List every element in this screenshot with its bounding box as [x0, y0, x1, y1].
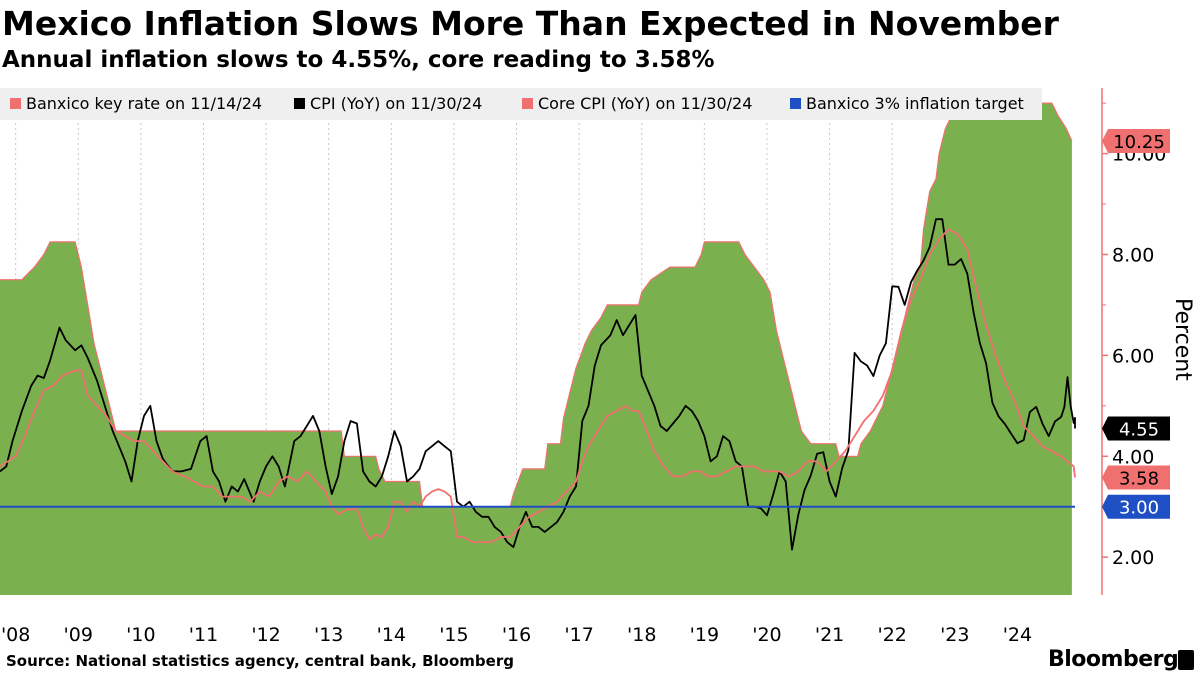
latest-tag-0 — [1102, 128, 1170, 153]
x-tick-label-2015: '15 — [439, 624, 468, 646]
series-line-cpi — [0, 218, 1076, 551]
chart-subtitle: Annual inflation slows to 4.55%, core re… — [2, 47, 715, 73]
legend: Banxico key rate on 11/14/24 CPI (YoY) on… — [0, 88, 1042, 120]
legend-label-2: Core CPI (YoY) on 11/30/24 — [538, 94, 752, 113]
x-tick-label-2017: '17 — [564, 624, 593, 646]
latest-value-labels: 10.25 4.55 3.58 3.00 — [1102, 128, 1170, 519]
x-tick-label-2012: '12 — [251, 624, 280, 646]
y-axis-label: Percent — [1170, 298, 1195, 381]
y-tick-label-2: 2.00 — [1112, 547, 1154, 569]
legend-swatch-1 — [294, 98, 305, 109]
x-tick-label-2023: '23 — [940, 624, 969, 646]
x-tick-label-2009: '09 — [64, 624, 93, 646]
latest-tag-3 — [1102, 494, 1170, 519]
latest-value-2: 3.58 — [1119, 468, 1159, 489]
x-tick-label-2010: '10 — [126, 624, 155, 646]
axes-layer: 2.004.006.008.0010.00Percent'08'09'10'11… — [1, 88, 1195, 646]
rate-area-layer — [0, 89, 1073, 595]
legend-label-1: CPI (YoY) on 11/30/24 — [310, 94, 482, 113]
latest-tag-1 — [1102, 416, 1170, 441]
x-tick-label-2018: '18 — [627, 624, 656, 646]
x-tick-label-2008: '08 — [1, 624, 30, 646]
x-tick-label-2011: '11 — [189, 624, 218, 646]
legend-label-0: Banxico key rate on 11/14/24 — [26, 94, 262, 113]
x-tick-label-2020: '20 — [752, 624, 781, 646]
latest-value-1: 4.55 — [1119, 420, 1159, 441]
y-tick-label-6: 6.00 — [1112, 345, 1154, 367]
x-tick-label-2021: '21 — [815, 624, 844, 646]
y-tick-label-8: 8.00 — [1112, 244, 1154, 266]
legend-swatch-3 — [790, 98, 801, 109]
legend-swatch-2 — [522, 98, 533, 109]
source-note: Source: National statistics agency, cent… — [6, 652, 514, 670]
bloomberg-mark-icon — [1178, 650, 1194, 670]
series-line-core-cpi — [0, 228, 1076, 543]
legend-background — [0, 88, 1042, 120]
x-tick-label-2019: '19 — [690, 624, 719, 646]
x-tick-label-2024: '24 — [1003, 624, 1032, 646]
legend-swatch-0 — [10, 98, 21, 109]
x-tick-label-2022: '22 — [877, 624, 906, 646]
y-tick-label-4: 4.00 — [1112, 446, 1154, 468]
series-area-key-rate — [0, 90, 1072, 595]
x-tick-label-2014: '14 — [377, 624, 406, 646]
bloomberg-logo: Bloomberg — [1048, 647, 1179, 672]
latest-tag-2 — [1102, 465, 1170, 490]
chart-title: Mexico Inflation Slows More Than Expecte… — [2, 4, 1059, 43]
series-lines-layer — [0, 218, 1076, 551]
x-tick-label-2016: '16 — [502, 624, 531, 646]
legend-label-3: Banxico 3% inflation target — [806, 94, 1024, 113]
latest-value-0: 10.25 — [1113, 132, 1165, 153]
latest-value-3: 3.00 — [1119, 498, 1159, 519]
x-tick-label-2013: '13 — [314, 624, 343, 646]
